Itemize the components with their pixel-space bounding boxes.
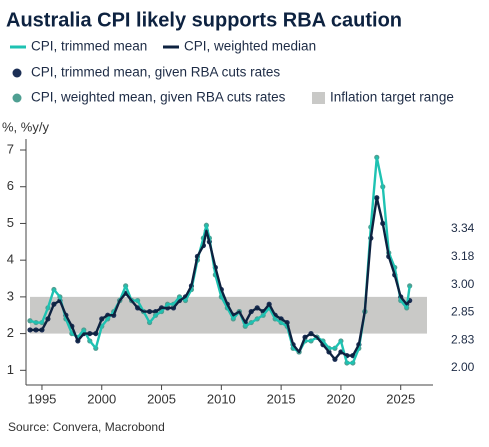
legend-marker	[12, 93, 22, 103]
y-tick-label: 1	[7, 362, 14, 377]
y-tick-label: 4	[7, 252, 14, 267]
x-tick-label: 1995	[27, 391, 56, 406]
legend-marker	[312, 92, 325, 104]
y-tick-label: 5	[7, 215, 14, 230]
x-tick-label: 2015	[267, 391, 296, 406]
x-tick-label: 2025	[386, 391, 415, 406]
annotation: 2.83	[451, 332, 475, 346]
x-tick-label: 2000	[87, 391, 116, 406]
annotation: 2.00	[451, 360, 475, 374]
annotation: 3.34	[451, 221, 475, 235]
x-tick-label: 2020	[326, 391, 355, 406]
y-tick-label: 2	[7, 325, 14, 340]
legend-label: CPI, weighted mean, given RBA cuts rates	[31, 90, 286, 105]
x-tick-label: 2005	[147, 391, 176, 406]
y-tick-label: 3	[7, 288, 14, 303]
y-axis-label: %, %y/y	[2, 119, 49, 134]
annotation: 3.00	[451, 277, 475, 291]
legend-marker	[12, 68, 22, 78]
legend-label: CPI, weighted median	[184, 39, 316, 54]
annotation: 3.18	[451, 249, 475, 263]
legend-label: CPI, trimmed mean	[31, 39, 147, 54]
y-tick-label: 7	[7, 141, 14, 156]
series-line	[29, 156, 411, 365]
legend-label: Inflation target range	[330, 90, 454, 105]
chart-title: Australia CPI likely supports RBA cautio…	[6, 9, 402, 31]
annotation: 2.85	[451, 305, 475, 319]
source: Source: Convera, Macrobond	[8, 420, 165, 434]
y-tick-label: 6	[7, 178, 14, 193]
series-line	[30, 196, 411, 361]
x-tick-label: 2010	[207, 391, 236, 406]
legend-label: CPI, trimmed mean, given RBA cuts rates	[31, 65, 280, 80]
